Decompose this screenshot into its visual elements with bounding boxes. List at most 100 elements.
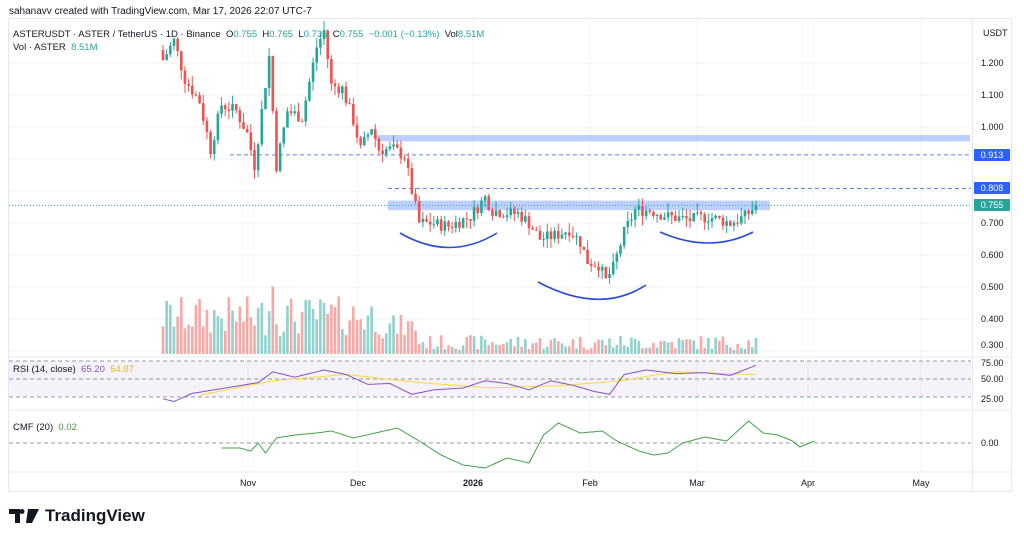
tradingview-logo[interactable]: TradingView: [9, 506, 145, 526]
volume-bar: [392, 315, 395, 354]
candle-body: [637, 205, 641, 210]
volume-bar: [205, 309, 209, 354]
candle-body: [223, 105, 227, 110]
volume-label[interactable]: Vol · ASTER: [13, 42, 66, 53]
candle-body: [516, 211, 520, 214]
head-arc: [537, 281, 647, 301]
volume-bar: [494, 344, 498, 354]
candle-body: [458, 221, 461, 228]
candle-body: [242, 122, 245, 129]
volume-bar: [249, 317, 253, 354]
time-label: May: [912, 478, 930, 488]
volume-legend: Vol · ASTER 8.51M: [13, 42, 98, 53]
candle-body: [597, 266, 600, 271]
price-tick: 0.300: [981, 340, 1004, 350]
volume-bar: [567, 346, 571, 354]
volume-bar: [677, 338, 681, 354]
candle-body: [491, 210, 494, 216]
candle-body: [648, 210, 652, 212]
high-label: H: [262, 29, 270, 40]
candle-body: [172, 38, 176, 46]
volume-bar: [498, 345, 502, 354]
candle-body: [531, 228, 534, 230]
candle-body: [747, 210, 750, 214]
chart-frame[interactable]: [8, 18, 1012, 492]
volume-bar: [348, 320, 351, 354]
candle-body: [608, 274, 611, 278]
volume-bar: [560, 343, 564, 354]
rsi-label[interactable]: RSI (14, close): [13, 364, 76, 375]
open-value: 0.755: [233, 29, 258, 40]
candle-body: [659, 214, 663, 220]
candle-body: [732, 222, 736, 226]
symbol-legend: ASTERUSDT · ASTER / TetherUS · 1D · Bina…: [13, 29, 484, 40]
candle-body: [209, 132, 212, 155]
rsi-tick: 25.00: [981, 394, 1004, 404]
price-tag-0913: 0.913: [974, 149, 1010, 161]
volume-bar: [542, 348, 545, 354]
volume-bar: [637, 341, 641, 354]
candle-body: [169, 45, 172, 55]
candle-body: [655, 214, 659, 216]
symbol-name[interactable]: ASTERUSDT · ASTER / TetherUS · 1D · Bina…: [13, 29, 221, 40]
volume-bar: [714, 337, 717, 354]
volume-bar: [458, 349, 461, 354]
time-label: Mar: [689, 478, 705, 488]
candle-body: [194, 94, 198, 96]
volume-bar: [220, 318, 223, 354]
candle-body: [513, 208, 516, 214]
vol-label: Vol: [444, 29, 458, 40]
volume-bar: [586, 349, 589, 354]
cmf-legend: CMF (20) 0.02: [13, 422, 77, 433]
volume-bar: [223, 330, 227, 354]
candle-body: [549, 231, 553, 240]
candle-body: [714, 215, 717, 219]
candle-body: [220, 105, 223, 114]
volume-bar: [176, 316, 179, 354]
volume-bar: [615, 344, 619, 354]
volume-bar: [546, 346, 549, 354]
volume-bar: [421, 342, 425, 354]
candle-body: [308, 81, 311, 101]
volume-bar: [212, 310, 216, 354]
volume-bar: [480, 335, 483, 354]
candle-body: [538, 230, 542, 240]
candle-body: [293, 111, 297, 114]
candle-body: [469, 219, 472, 221]
candle-body: [721, 217, 725, 226]
candle-body: [461, 218, 465, 228]
volume-bar: [439, 335, 443, 354]
candle-body: [190, 85, 194, 95]
candle-body: [330, 58, 333, 84]
candle-body: [743, 210, 747, 217]
volume-bar: [187, 324, 190, 354]
candle-body: [326, 30, 329, 59]
volume-bar: [271, 286, 275, 354]
candle-body: [227, 109, 231, 111]
volume-bar: [395, 333, 399, 354]
volume-bar: [388, 323, 392, 354]
volume-bar: [732, 349, 736, 354]
volume-bar: [198, 298, 201, 354]
candle-body: [355, 124, 359, 138]
candle-body: [736, 222, 739, 224]
candle-body: [450, 226, 454, 228]
candle-body: [414, 193, 417, 202]
candle-body: [674, 215, 677, 221]
candle-body: [403, 158, 406, 160]
price-axis[interactable]: [972, 18, 1012, 492]
candle-body: [425, 218, 428, 222]
rsi-line: [162, 364, 757, 403]
volume-bar: [282, 331, 286, 354]
currency-label[interactable]: USDT: [983, 28, 1008, 38]
volume-bar: [201, 326, 205, 354]
cmf-line: [221, 420, 815, 469]
volume-bar: [436, 346, 439, 354]
candle-body: [289, 111, 293, 114]
volume-bar: [491, 342, 494, 354]
candle-body: [187, 83, 190, 86]
cmf-label[interactable]: CMF (20): [13, 422, 54, 433]
volume-bar: [231, 310, 234, 354]
candle-body: [344, 86, 348, 104]
